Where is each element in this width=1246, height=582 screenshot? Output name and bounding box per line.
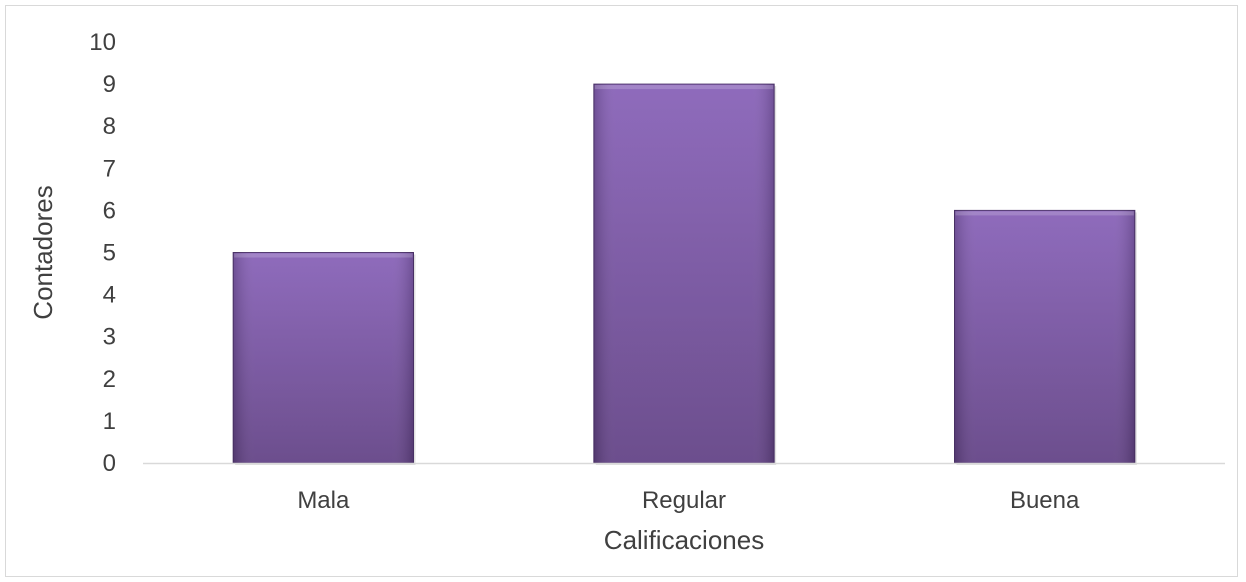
bar-sheen xyxy=(593,84,775,463)
y-tick-label: 4 xyxy=(103,282,116,309)
y-axis-ticks: 0 1 2 3 4 5 6 7 8 9 10 xyxy=(89,29,116,477)
x-axis-labels: Mala Regular Buena xyxy=(297,487,1080,514)
y-tick-label: 6 xyxy=(103,197,116,224)
bar-regular xyxy=(593,83,777,465)
bar-sheen xyxy=(954,210,1135,463)
x-tick-label: Mala xyxy=(297,487,350,514)
bar-top-bevel xyxy=(955,211,1134,216)
bars xyxy=(232,83,1137,465)
bar-top-bevel xyxy=(594,85,774,90)
y-tick-label: 10 xyxy=(89,29,116,56)
bar-buena xyxy=(954,209,1137,465)
x-tick-label: Regular xyxy=(642,487,726,514)
y-tick-label: 8 xyxy=(103,113,116,140)
y-tick-label: 2 xyxy=(103,366,116,393)
x-axis-title: Calificaciones xyxy=(604,525,764,555)
bar-top-bevel xyxy=(234,253,413,258)
y-tick-label: 1 xyxy=(103,408,116,435)
y-tick-label: 9 xyxy=(103,71,116,98)
y-tick-label: 7 xyxy=(103,155,116,182)
bar-mala xyxy=(232,252,416,465)
y-tick-label: 5 xyxy=(103,240,116,267)
y-tick-label: 0 xyxy=(103,450,116,477)
y-axis-title: Contadores xyxy=(28,185,58,319)
x-tick-label: Buena xyxy=(1010,487,1080,514)
y-tick-label: 3 xyxy=(103,324,116,351)
bar-sheen xyxy=(233,252,414,463)
